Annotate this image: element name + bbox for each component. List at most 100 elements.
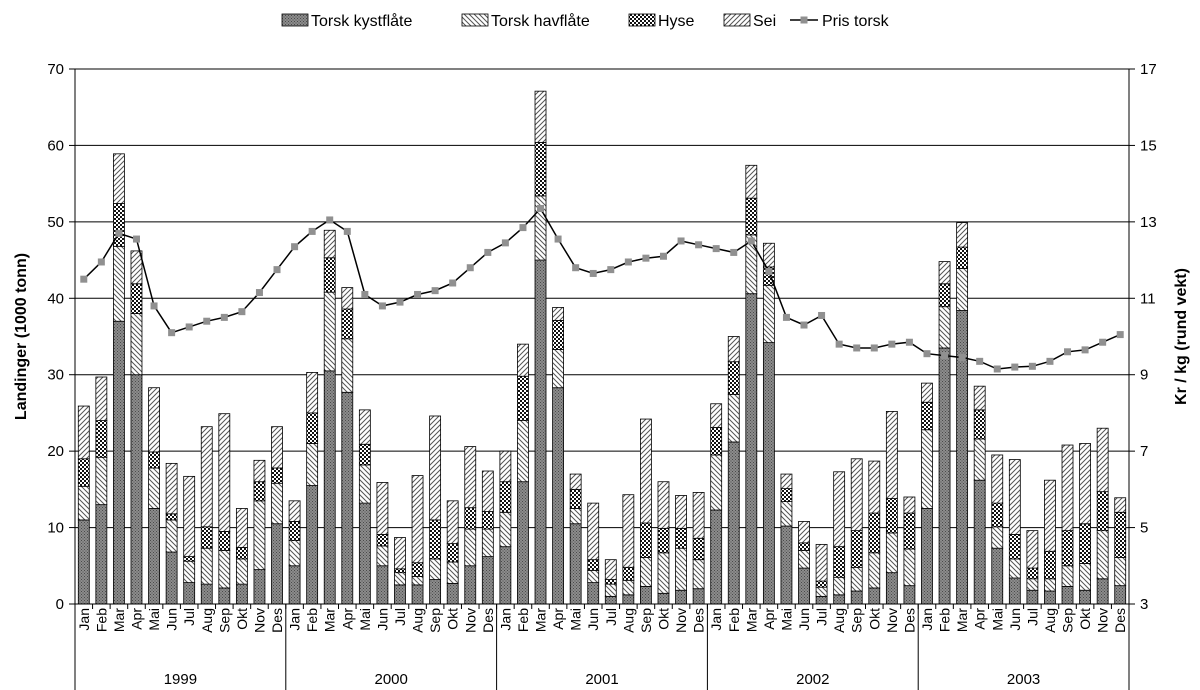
bar-segment bbox=[762, 242, 775, 268]
bar-segment bbox=[394, 572, 406, 586]
bar-segment bbox=[1026, 589, 1039, 605]
bar-segment bbox=[552, 349, 564, 389]
legend-marker bbox=[800, 16, 808, 24]
bar-segment bbox=[288, 540, 301, 567]
year-label: 1999 bbox=[164, 671, 197, 688]
bar-segment bbox=[411, 576, 424, 586]
bar-segment bbox=[306, 485, 319, 605]
x-tick-label: Des bbox=[901, 608, 917, 633]
x-tick-label: Mar bbox=[533, 608, 549, 632]
x-tick-label: Jul bbox=[181, 608, 197, 626]
bar-segment bbox=[675, 527, 687, 549]
price-point bbox=[782, 313, 790, 321]
y-tick-label: 50 bbox=[47, 214, 64, 231]
price-point bbox=[976, 357, 984, 365]
bar-segment bbox=[798, 550, 810, 569]
legend-swatch bbox=[461, 13, 489, 27]
bar-segment bbox=[885, 498, 898, 534]
bar-segment bbox=[1008, 558, 1021, 579]
x-tick-label: Apr bbox=[761, 608, 777, 630]
year-label: 2001 bbox=[585, 671, 618, 688]
bar-segment bbox=[727, 441, 740, 605]
bar-segment bbox=[868, 587, 881, 605]
bar-segment bbox=[95, 376, 108, 421]
bar-segment bbox=[271, 523, 283, 605]
bars bbox=[77, 90, 1127, 605]
bar-segment bbox=[271, 426, 283, 469]
x-tick-label: Okt bbox=[655, 608, 671, 630]
price-point bbox=[396, 298, 404, 306]
bar-segment bbox=[815, 586, 828, 597]
bar-segment bbox=[622, 579, 635, 596]
x-tick-label: Des bbox=[691, 608, 707, 633]
bar-segment bbox=[956, 268, 969, 311]
x-tick-label: Mar bbox=[322, 608, 338, 632]
x-tick-label: Aug bbox=[1042, 608, 1058, 633]
bar-segment bbox=[517, 420, 529, 483]
bar-segment bbox=[358, 443, 371, 466]
bar-segment bbox=[1061, 444, 1074, 532]
x-tick-label: Jun bbox=[796, 608, 812, 631]
price-point bbox=[449, 279, 457, 287]
price-point bbox=[414, 290, 422, 298]
bar-segment bbox=[798, 521, 810, 544]
bar-segment bbox=[499, 511, 512, 548]
bar-segment bbox=[1008, 459, 1021, 535]
bar-segment bbox=[587, 559, 600, 571]
price-point bbox=[642, 254, 650, 262]
bar-segment bbox=[587, 582, 600, 605]
bar-segment bbox=[446, 543, 459, 563]
bar-segment bbox=[376, 482, 389, 535]
price-point bbox=[378, 302, 386, 310]
price-point bbox=[501, 239, 509, 247]
bar-segment bbox=[481, 470, 494, 512]
bar-segment bbox=[77, 458, 90, 487]
price-point bbox=[818, 311, 826, 319]
price-point bbox=[923, 350, 931, 358]
x-tick-label: Mai bbox=[568, 608, 584, 631]
x-tick-label: Des bbox=[1112, 608, 1128, 633]
bar-segment bbox=[868, 512, 881, 554]
bar-segment bbox=[394, 584, 406, 605]
y2-tick-label: 7 bbox=[1140, 443, 1148, 460]
bar-segment bbox=[868, 552, 881, 589]
bar-segment bbox=[798, 542, 810, 551]
bar-segment bbox=[1079, 589, 1091, 605]
bar-segment bbox=[323, 229, 336, 259]
bar-segment bbox=[692, 559, 705, 590]
bar-segment bbox=[552, 387, 564, 605]
bar-segment bbox=[815, 543, 828, 582]
bar-segment bbox=[183, 560, 196, 584]
bar-segment bbox=[481, 511, 494, 530]
bar-segment bbox=[956, 222, 969, 248]
y2-axis-title: Kr / kg (rund vekt) bbox=[1173, 268, 1190, 405]
price-point bbox=[220, 313, 228, 321]
bar-segment bbox=[569, 473, 582, 490]
x-tick-label: Jan bbox=[497, 608, 513, 631]
price-point bbox=[326, 216, 334, 224]
price-point bbox=[870, 344, 878, 352]
bar-segment bbox=[341, 338, 354, 393]
y2-tick-label: 9 bbox=[1140, 367, 1148, 384]
x-tick-label: Mar bbox=[954, 608, 970, 632]
bar-segment bbox=[622, 494, 635, 568]
x-tick-label: Apr bbox=[972, 608, 988, 630]
bar-segment bbox=[850, 458, 863, 532]
bar-segment bbox=[675, 589, 687, 605]
bar-segment bbox=[885, 532, 898, 574]
bar-segment bbox=[341, 287, 354, 310]
bar-segment bbox=[569, 523, 582, 605]
bar-segment bbox=[622, 594, 635, 605]
bar-segment bbox=[253, 569, 266, 605]
x-tick-label: Jun bbox=[374, 608, 390, 631]
bar-segment bbox=[95, 504, 108, 605]
bar-segment bbox=[692, 588, 705, 605]
price-point bbox=[888, 340, 896, 348]
x-tick-label: Sep bbox=[1060, 608, 1076, 633]
bar-segment bbox=[148, 467, 160, 509]
price-point bbox=[97, 258, 105, 266]
price-point bbox=[361, 290, 369, 298]
price-point bbox=[835, 340, 843, 348]
